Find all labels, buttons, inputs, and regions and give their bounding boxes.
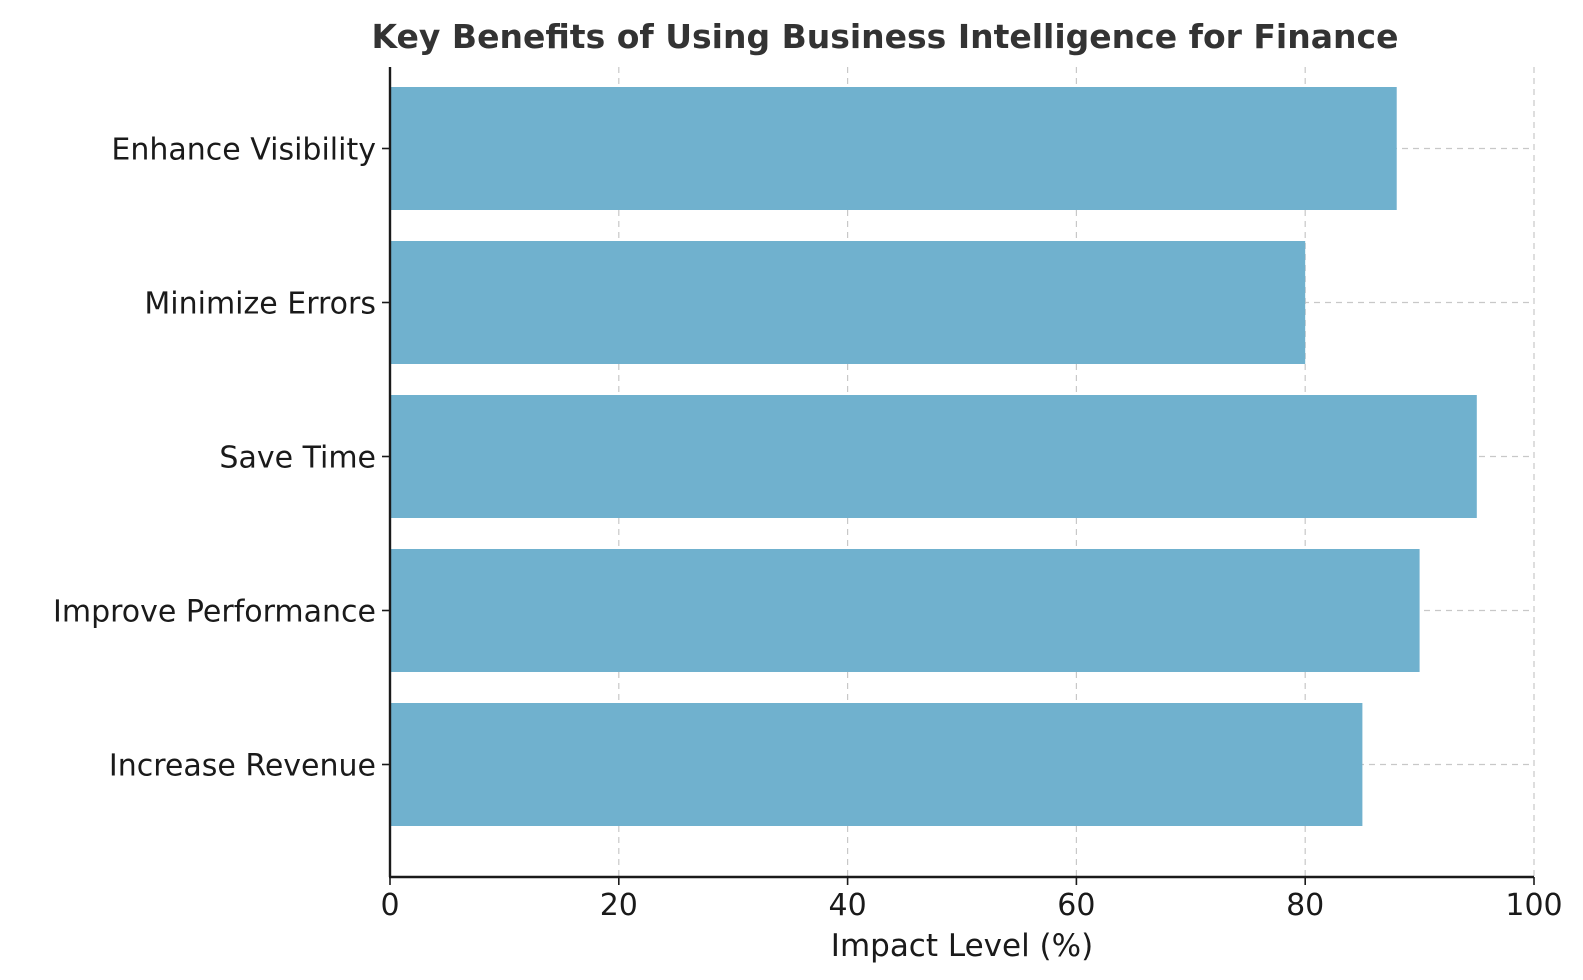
y-tick-label: Increase Revenue bbox=[109, 749, 376, 784]
x-tick-label: 100 bbox=[1505, 888, 1562, 923]
x-tick-label: 0 bbox=[380, 888, 399, 923]
x-ticks: 0 20 40 60 80 100 bbox=[380, 877, 1563, 923]
bar bbox=[390, 703, 1363, 826]
bars bbox=[390, 87, 1477, 826]
bar bbox=[390, 395, 1477, 518]
y-tick-label: Save Time bbox=[219, 441, 376, 476]
axes bbox=[388, 67, 1534, 879]
chart-title: Key Benefits of Using Business Intellige… bbox=[372, 17, 1399, 56]
bar bbox=[390, 549, 1420, 672]
x-axis-label: Impact Level (%) bbox=[831, 928, 1093, 964]
x-tick-label: 60 bbox=[1057, 888, 1095, 923]
bar bbox=[390, 241, 1306, 364]
bar bbox=[390, 87, 1397, 210]
y-tick-label: Enhance Visibility bbox=[111, 133, 376, 168]
x-tick-label: 40 bbox=[829, 888, 867, 923]
y-tick-label: Improve Performance bbox=[53, 595, 376, 630]
x-tick-label: 80 bbox=[1286, 888, 1324, 923]
y-tick-label: Minimize Errors bbox=[144, 287, 376, 322]
x-tick-label: 20 bbox=[600, 888, 638, 923]
y-ticks: Increase Revenue Improve Performance Save … bbox=[53, 133, 390, 784]
